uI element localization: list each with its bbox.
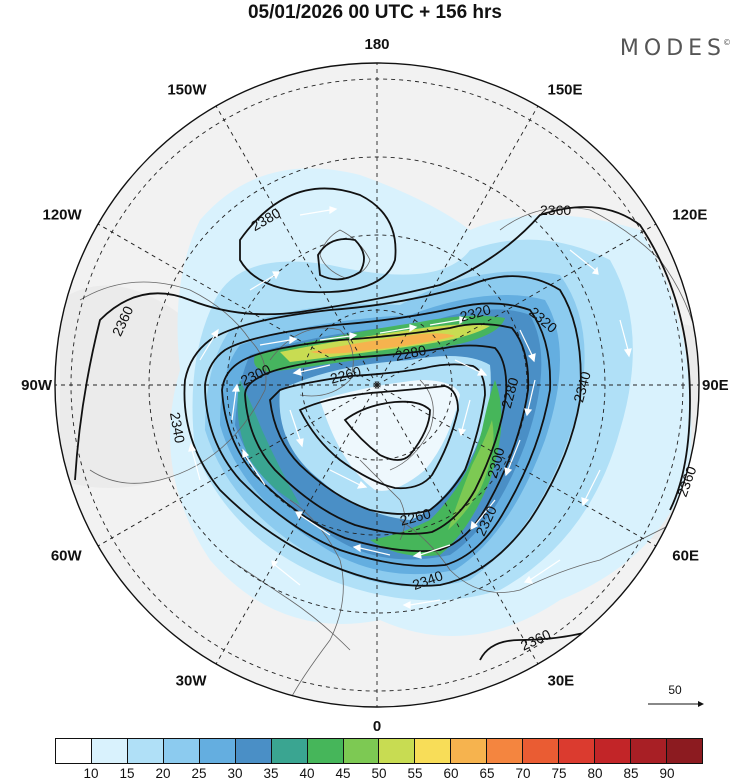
colorbar-tick-label: 10 xyxy=(83,766,99,781)
colorbar-swatch xyxy=(271,739,308,763)
colorbar xyxy=(55,738,703,764)
colorbar-tick-label: 55 xyxy=(407,766,423,781)
colorbar-swatch xyxy=(163,739,200,763)
colorbar-swatch xyxy=(666,739,702,763)
colorbar-tick-label: 40 xyxy=(299,766,315,781)
colorbar-tick-label: 30 xyxy=(227,766,243,781)
contour-label: 2320 xyxy=(458,301,492,325)
longitude-label-60w: 60W xyxy=(51,548,83,565)
contour-label: 2360 xyxy=(540,202,571,218)
longitude-labels: 180 150E 120E 90E 60E 30E 0 30W 60W 90W 120W 150W xyxy=(21,36,729,735)
longitude-label-90w: 90W xyxy=(21,377,53,394)
longitude-label-0: 0 xyxy=(373,718,381,735)
contour-label: 2260 xyxy=(328,363,362,387)
height-contours xyxy=(74,187,691,661)
colorbar-swatch xyxy=(559,739,596,763)
brand-name: MODES xyxy=(619,36,726,61)
contour-label: 2280 xyxy=(498,376,522,410)
contour-label: 2260 xyxy=(398,505,432,529)
colorbar-tick-label: 35 xyxy=(263,766,279,781)
longitude-label-180: 180 xyxy=(364,36,389,53)
graticule xyxy=(55,63,699,707)
contour-label: 2300 xyxy=(484,446,508,480)
vector-reference-label: 50 xyxy=(668,683,682,697)
colorbar-swatch xyxy=(199,739,236,763)
colorbar-tick-label: 75 xyxy=(551,766,567,781)
landmass-america xyxy=(60,285,200,488)
longitude-label-90e: 90E xyxy=(702,377,729,394)
colorbar-swatch xyxy=(451,739,488,763)
jet-core-orange xyxy=(310,333,455,354)
colorbar-tick-label: 85 xyxy=(623,766,639,781)
colorbar-tick-label: 20 xyxy=(155,766,171,781)
colorbar-tick-label: 50 xyxy=(371,766,387,781)
longitude-label-150w: 150W xyxy=(167,82,207,99)
contour-label: 2340 xyxy=(570,370,594,404)
colorbar-swatch xyxy=(595,739,631,763)
colorbar-swatch xyxy=(523,739,560,763)
brand-logo: MODES© xyxy=(620,36,734,61)
colorbar-tick-label: 25 xyxy=(191,766,207,781)
wind-shading-inner-core xyxy=(320,380,460,491)
jet-branch-east-light xyxy=(448,420,494,530)
map-border xyxy=(54,62,700,708)
colorbar-swatch xyxy=(487,739,524,763)
colorbar-swatch xyxy=(343,739,380,763)
coastlines xyxy=(79,207,699,701)
colorbar-swatch xyxy=(415,739,452,763)
colorbar-swatch xyxy=(235,739,272,763)
colorbar-swatch xyxy=(379,739,416,763)
colorbar-swatch xyxy=(91,739,128,763)
colorbar-tick-label: 15 xyxy=(119,766,135,781)
colorbar-tick-label: 70 xyxy=(515,766,531,781)
contour-label: 2280 xyxy=(394,342,428,364)
colorbar-swatch xyxy=(307,739,344,763)
longitude-label-60e: 60E xyxy=(672,548,699,565)
longitude-label-150e: 150E xyxy=(548,82,583,99)
map-title: 05/01/2026 00 UTC + 156 hrs xyxy=(247,2,503,23)
colorbar-labels: 10 15 20 25 30 35 40 45 50 55 60 65 70 75 80 85 90 xyxy=(55,764,703,782)
colorbar-swatch xyxy=(127,739,164,763)
colorbar-tick-label: 45 xyxy=(335,766,351,781)
longitude-label-30w: 30W xyxy=(176,672,208,689)
longitude-label-120w: 120W xyxy=(43,207,83,224)
vector-reference-arrow-icon xyxy=(648,701,704,707)
brand-mark: © xyxy=(723,38,731,47)
colorbar-swatch xyxy=(631,739,667,763)
longitude-label-120e: 120E xyxy=(672,207,707,224)
vector-reference: 50 xyxy=(640,683,710,713)
colorbar-tick-label: 60 xyxy=(443,766,459,781)
colorbar-tick-label: 90 xyxy=(659,766,675,781)
contour-label: 2340 xyxy=(167,411,188,445)
longitude-label-30e: 30E xyxy=(548,672,575,689)
wind-vectors xyxy=(188,206,632,609)
jet-branch-east xyxy=(370,380,502,556)
colorbar-tick-label: 65 xyxy=(479,766,495,781)
colorbar-tick-label: 80 xyxy=(587,766,603,781)
colorbar-swatch xyxy=(56,739,92,763)
